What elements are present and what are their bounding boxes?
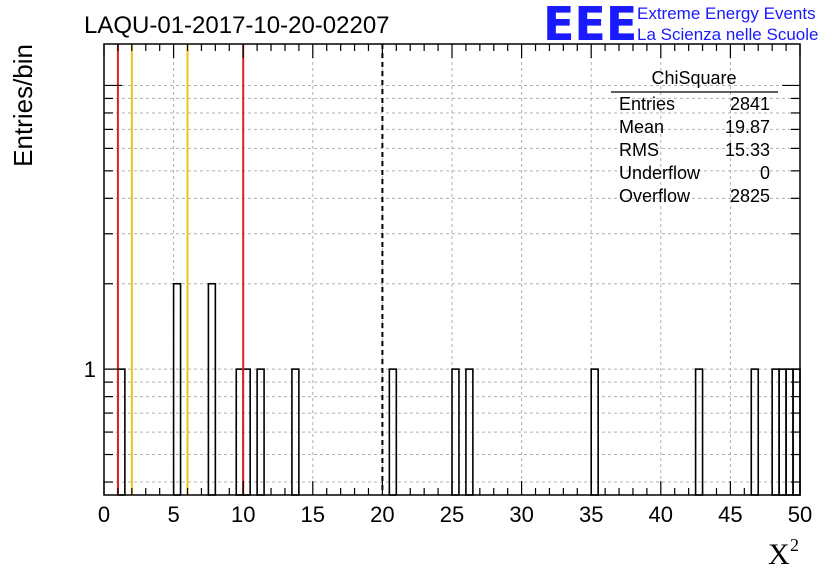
stats-label: Overflow (619, 186, 691, 206)
x-tick-label: 5 (167, 502, 179, 527)
y-tick-label: 1 (84, 357, 96, 382)
x-tick-label: 15 (301, 502, 325, 527)
stats-value: 0 (760, 163, 770, 183)
stats-label: Entries (619, 94, 675, 114)
x-tick-label: 30 (509, 502, 533, 527)
logo-line-1: Extreme Energy Events (637, 4, 816, 23)
logo-mark: EEE (543, 0, 637, 51)
logo-line-2: La Scienza nelle Scuole (637, 25, 818, 44)
x-axis-label-superscript: 2 (790, 535, 799, 555)
x-axis-label: X 2 (768, 535, 799, 571)
x-tick-label: 25 (440, 502, 464, 527)
stats-label: Mean (619, 117, 664, 137)
x-tick-label: 35 (579, 502, 603, 527)
stats-value: 15.33 (725, 140, 770, 160)
stats-value: 19.87 (725, 117, 770, 137)
stats-title: ChiSquare (651, 68, 736, 88)
x-tick-label: 40 (649, 502, 673, 527)
stats-rows: Entries 2841 Mean 19.87 RMS 15.33 Underflow 0 Ov… (619, 94, 770, 206)
y-axis-label: Entries/bin (8, 44, 38, 167)
x-tick-label: 0 (98, 502, 110, 527)
x-tick-label: 45 (718, 502, 742, 527)
eee-logo: EEE Extreme Energy Events La Scienza nel… (543, 0, 818, 51)
stats-box: ChiSquare Entries 2841 Mean 19.87 RMS 15.33 Un… (611, 68, 778, 206)
x-tick-label: 10 (231, 502, 255, 527)
x-tick-label: 50 (788, 502, 812, 527)
plot-frame (103, 43, 801, 496)
reference-lines (116, 44, 384, 495)
stats-value: 2825 (730, 186, 770, 206)
stats-label: RMS (619, 140, 659, 160)
stats-label: Underflow (619, 163, 701, 183)
chart-title: LAQU-01-2017-10-20-02207 (84, 12, 390, 39)
x-axis-label-base: X (768, 538, 790, 571)
stats-value: 2841 (730, 94, 770, 114)
x-tick-label: 20 (370, 502, 394, 527)
